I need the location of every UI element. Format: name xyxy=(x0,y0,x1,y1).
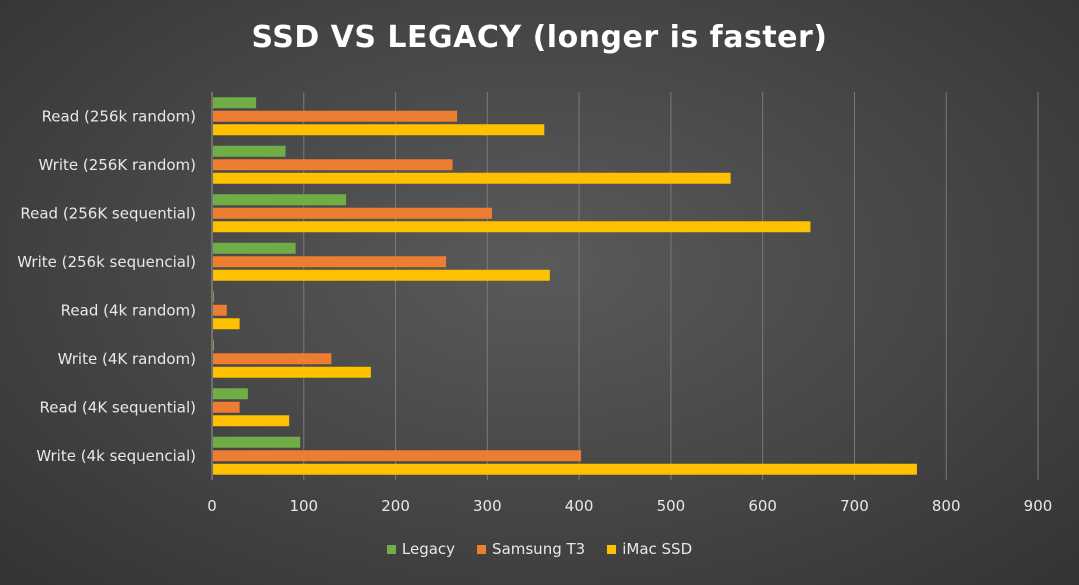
legend-swatch xyxy=(607,544,617,554)
bar-imac-ssd xyxy=(213,415,290,427)
bar-samsung-t3 xyxy=(213,353,332,365)
bar-legacy xyxy=(213,388,248,400)
bar-imac-ssd xyxy=(213,318,240,330)
y-category-label: Write (4k sequencial) xyxy=(36,447,196,465)
bar-legacy xyxy=(213,436,301,448)
bar-imac-ssd xyxy=(213,221,811,233)
y-category-label: Read (256k random) xyxy=(42,107,196,125)
chart-legend: Legacy Samsung T3 iMac SSD xyxy=(0,540,1079,558)
legend-item: iMac SSD xyxy=(607,540,692,558)
y-category-label: Read (4K sequential) xyxy=(39,398,196,416)
bar-samsung-t3 xyxy=(213,110,458,122)
x-tick-label: 100 xyxy=(289,497,318,515)
x-tick-label: 700 xyxy=(840,497,869,515)
legend-label: Legacy xyxy=(401,540,456,558)
legend-item: Legacy xyxy=(386,540,456,558)
bar-samsung-t3 xyxy=(213,159,453,171)
chart-title: SSD VS LEGACY (longer is faster) xyxy=(251,20,828,55)
y-category-label: Read (256K sequential) xyxy=(20,204,196,222)
bar-samsung-t3 xyxy=(213,401,240,413)
bar-imac-ssd xyxy=(213,124,545,136)
bar-legacy xyxy=(213,291,214,303)
bar-legacy xyxy=(213,145,286,157)
y-category-label: Write (256k sequencial) xyxy=(17,253,196,271)
x-tick-label: 900 xyxy=(1024,497,1053,515)
x-tick-label: 800 xyxy=(932,497,961,515)
legend-swatch xyxy=(386,544,396,554)
bar-samsung-t3 xyxy=(213,304,227,316)
bar-samsung-t3 xyxy=(213,256,447,268)
x-tick-label: 200 xyxy=(381,497,410,515)
y-category-label: Read (4k random) xyxy=(61,301,196,319)
bar-imac-ssd xyxy=(213,366,371,378)
bar-samsung-t3 xyxy=(213,450,582,462)
x-tick-label: 0 xyxy=(207,497,217,515)
legend-label: iMac SSD xyxy=(622,540,693,558)
legend-label: Samsung T3 xyxy=(492,540,586,558)
bar-imac-ssd xyxy=(213,463,917,475)
x-tick-label: 600 xyxy=(748,497,777,515)
x-tick-label: 300 xyxy=(473,497,502,515)
bar-imac-ssd xyxy=(213,269,550,281)
bar-imac-ssd xyxy=(213,172,731,184)
y-category-label: Write (4K random) xyxy=(58,350,196,368)
bar-legacy xyxy=(213,194,347,206)
bar-legacy xyxy=(213,242,296,254)
x-tick-label: 500 xyxy=(657,497,686,515)
y-category-label: Write (256K random) xyxy=(39,156,197,174)
bar-samsung-t3 xyxy=(213,207,493,219)
bar-legacy xyxy=(213,97,257,109)
bar-legacy xyxy=(213,339,214,351)
legend-swatch xyxy=(477,544,487,554)
legend-item: Samsung T3 xyxy=(477,540,585,558)
x-tick-label: 400 xyxy=(565,497,594,515)
